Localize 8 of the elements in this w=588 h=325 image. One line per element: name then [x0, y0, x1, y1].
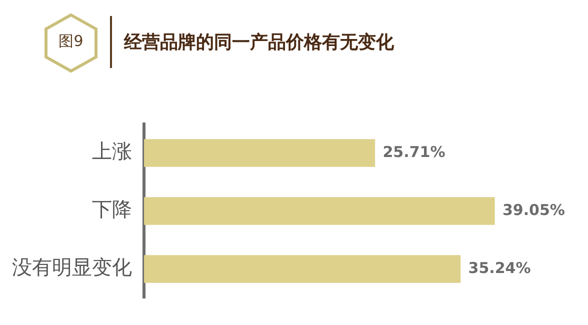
- data-label: 39.05%: [502, 200, 565, 219]
- caption: 图9: [58, 32, 84, 51]
- data-label: 35.24%: [468, 258, 531, 277]
- y-tick-label: 没有明显变化: [12, 255, 132, 280]
- chart-title: 经营品牌的同一产品价格有无变化: [124, 31, 394, 54]
- data-label: 25.71%: [382, 142, 446, 161]
- y-tick-label: 上涨: [92, 139, 132, 164]
- y-tick-label: 下降: [92, 197, 132, 222]
